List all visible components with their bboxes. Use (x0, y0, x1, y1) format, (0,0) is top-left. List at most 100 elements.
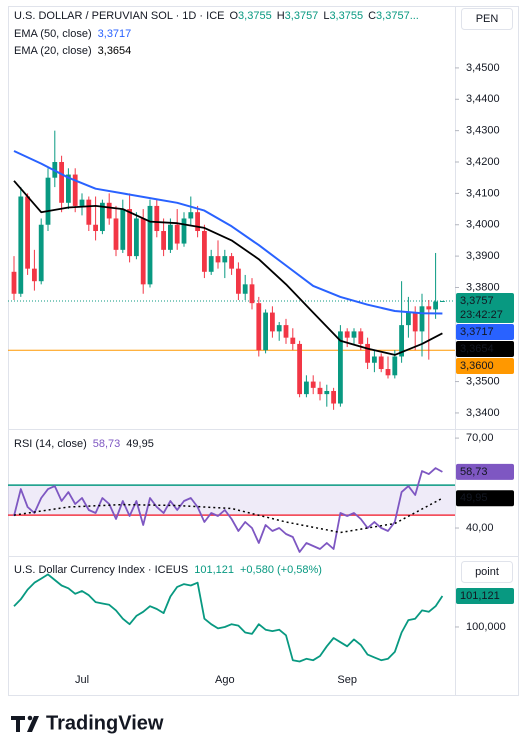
candle-body (406, 312, 411, 326)
candle-body (263, 312, 268, 351)
price-label: 23:42:27 (460, 309, 503, 321)
x-tick-label: Sep (337, 674, 357, 686)
price-label-box (456, 292, 514, 323)
candle-body (372, 356, 377, 363)
candle-body (276, 325, 282, 332)
legend-text: 49,95 (126, 438, 154, 450)
legend-text: EMA (20, close) (14, 45, 92, 57)
legend-text: 3,3757... (376, 10, 419, 22)
candle-body (195, 212, 200, 232)
candle-body (59, 162, 64, 203)
x-tick-label: Jul (75, 674, 89, 686)
candle-body (283, 325, 289, 338)
legend-line: EMA (50, close) 3,3717 (14, 28, 131, 40)
legend: U.S. DOLLAR / PERUVIAN SOL · 1D · ICE O3,… (14, 10, 419, 576)
price-label: 3,3600 (460, 360, 494, 372)
candle-body (229, 256, 234, 269)
candle-body (32, 268, 37, 282)
frame-border (8, 6, 519, 696)
price-label-box (456, 340, 514, 357)
legend-text: RSI (14, close) (14, 438, 87, 450)
series-line (13, 573, 444, 663)
series-line (13, 150, 443, 315)
candle-body (304, 381, 309, 395)
candle-body (242, 284, 248, 294)
candle-body (317, 387, 323, 395)
logo-mark (11, 716, 25, 732)
price-label: 3,3717 (460, 326, 494, 338)
series-line (13, 180, 443, 356)
candle-body (174, 224, 180, 244)
candle-body (426, 306, 432, 310)
legend-line: U.S. DOLLAR / PERUVIAN SOL · 1D · ICE O3,… (14, 10, 419, 22)
y-tick-label: 40,00 (466, 522, 494, 534)
candle-body (86, 199, 92, 225)
legend-text: 101,121 (194, 564, 234, 576)
price-label-box (456, 490, 514, 507)
y-tick-label: 3,4200 (466, 156, 500, 168)
candle-body (134, 218, 139, 257)
legend-text: EMA (50, close) (14, 28, 92, 40)
candle-body (113, 218, 119, 250)
candle-body (100, 202, 105, 232)
legend-text: U.S. DOLLAR / PERUVIAN SOL · 1D · ICE (14, 10, 224, 22)
candle-body (154, 205, 160, 232)
price-label-box (456, 323, 514, 340)
y-tick-label: 3,3800 (466, 281, 500, 293)
y-tick-label: 3,4400 (466, 93, 500, 105)
candle-body (331, 390, 336, 404)
candle-body (188, 212, 194, 219)
candle-body (365, 343, 370, 363)
legend-text: H (277, 10, 285, 22)
legend-text: 58,73 (93, 438, 121, 450)
candle-body (18, 196, 24, 294)
y-tick-label: 3,3400 (466, 407, 500, 419)
candle-body (66, 174, 71, 203)
candle-body (202, 231, 207, 272)
price-label: 101,121 (460, 590, 500, 602)
candle-body (208, 256, 214, 272)
candle-body (25, 196, 30, 269)
price-label-box (456, 357, 514, 374)
candle-body (378, 356, 384, 370)
legend-text: 3,3654 (98, 45, 132, 57)
candle-body (215, 256, 221, 263)
y-tick-label: 100,000 (466, 621, 506, 633)
unit-box (461, 8, 513, 30)
legend-text: 3,3717 (98, 28, 132, 40)
legend-line: EMA (20, close) 3,3654 (14, 45, 131, 57)
candle-body (392, 356, 398, 376)
unit-label: PEN (476, 13, 499, 25)
candle-body (38, 224, 44, 282)
candle-body (161, 231, 166, 250)
candle-body (412, 312, 418, 332)
band-fill (8, 485, 455, 516)
x-tick-label: Ago (215, 674, 235, 686)
logo-mark (27, 715, 33, 721)
candle-body (297, 343, 302, 395)
candle-body (419, 306, 425, 332)
candle-body (45, 177, 51, 225)
candle-body (440, 300, 445, 302)
candle-body (338, 331, 343, 404)
candle-body (290, 337, 296, 344)
candle-body (270, 312, 275, 332)
legend-text: +0,580 (+0,58%) (240, 564, 322, 576)
price-label: 3,3757 (460, 295, 494, 307)
price-label-box (456, 463, 514, 480)
y-tick-label: 3,4100 (466, 187, 500, 199)
pane (13, 573, 444, 663)
legend-text: 3,3757 (285, 10, 319, 22)
frame (8, 6, 519, 696)
logo: TradingView (11, 712, 164, 734)
candle-body (147, 205, 153, 285)
legend-text: U.S. Dollar Currency Index · ICEUS (14, 564, 188, 576)
candle-body (168, 224, 173, 250)
candle-body (79, 199, 85, 206)
candle-body (344, 331, 350, 338)
y-tick-label: 3,3500 (466, 375, 500, 387)
y-tick-label: 3,4300 (466, 125, 500, 137)
series-line (13, 467, 443, 553)
